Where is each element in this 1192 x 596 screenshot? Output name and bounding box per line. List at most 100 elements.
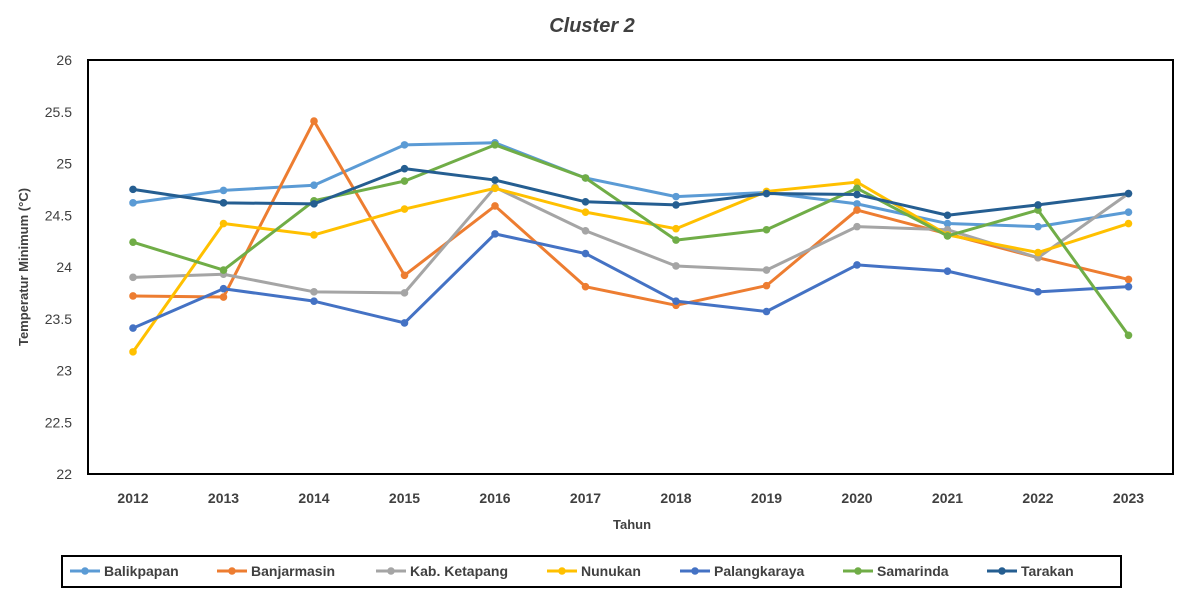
data-point — [310, 231, 318, 239]
legend-swatch-marker — [691, 567, 699, 575]
legend-item: Banjarmasin — [217, 563, 335, 579]
data-point — [1124, 275, 1133, 284]
data-point — [1124, 208, 1133, 216]
data-point — [1034, 222, 1042, 231]
data-point — [581, 197, 590, 206]
data-point — [219, 284, 228, 293]
y-axis-ticks: 22 22.5 23 23.5 24 24.5 25 25.5 26 — [45, 52, 72, 482]
data-point — [853, 222, 861, 231]
legend-label: Tarakan — [1021, 563, 1074, 579]
x-tick-label: 2020 — [841, 490, 872, 506]
data-point — [1124, 282, 1133, 291]
data-point — [219, 186, 228, 195]
series-line — [132, 167, 1129, 217]
series-lines — [129, 117, 1133, 356]
legend-swatch-marker — [228, 567, 236, 575]
y-tick-label: 23.5 — [45, 311, 72, 327]
x-tick-label: 2017 — [570, 490, 601, 506]
legend-item: Balikpapan — [70, 563, 179, 579]
data-point — [491, 202, 499, 210]
data-point — [219, 266, 228, 274]
data-point — [129, 238, 137, 246]
legend-item: Samarinda — [843, 563, 949, 579]
data-point — [219, 199, 228, 207]
data-point — [762, 189, 771, 198]
legend-swatch-marker — [387, 567, 395, 575]
data-point — [853, 206, 861, 214]
legend-swatch-marker — [81, 567, 89, 575]
y-tick-label: 26 — [56, 52, 72, 68]
data-point — [762, 281, 771, 290]
series-palangkaraya — [129, 230, 1133, 332]
x-tick-label: 2016 — [479, 490, 510, 506]
data-point — [310, 297, 318, 305]
data-point — [581, 208, 590, 216]
legend-label: Nunukan — [581, 563, 641, 579]
data-point — [219, 293, 228, 301]
data-point — [129, 199, 137, 207]
x-tick-label: 2012 — [117, 490, 148, 506]
plot-area — [87, 59, 1174, 475]
x-tick-label: 2022 — [1022, 490, 1053, 506]
data-point — [310, 117, 318, 125]
legend-swatch-marker — [998, 567, 1006, 575]
data-point — [672, 192, 680, 201]
x-axis-ticks: 2012 2013 2014 2015 2016 2017 2018 2019 2020 2021… — [117, 490, 1144, 506]
data-point — [581, 174, 590, 182]
data-point — [491, 230, 499, 238]
legend-item: Palangkaraya — [680, 563, 804, 579]
x-tick-label: 2014 — [298, 490, 329, 506]
data-point — [400, 177, 409, 185]
x-tick-label: 2019 — [751, 490, 782, 506]
data-point — [672, 224, 680, 233]
series-line — [132, 185, 1130, 295]
legend-label: Kab. Ketapang — [410, 563, 508, 579]
data-point — [581, 282, 590, 291]
x-tick-label: 2015 — [389, 490, 420, 506]
data-point — [943, 211, 952, 220]
x-tick-label: 2018 — [660, 490, 691, 506]
data-point — [400, 164, 409, 173]
data-point — [310, 181, 318, 190]
data-point — [400, 141, 409, 149]
data-point — [853, 200, 861, 208]
legend: Balikpapan Banjarmasin Kab. Ketapang Nunuka… — [70, 563, 1074, 579]
data-point — [219, 219, 228, 228]
data-point — [943, 267, 952, 275]
x-axis-label: Tahun — [613, 517, 651, 532]
data-point — [762, 266, 771, 274]
data-point — [491, 141, 499, 149]
data-point — [400, 319, 409, 327]
legend-label: Samarinda — [877, 563, 949, 579]
data-point — [1034, 201, 1042, 209]
y-tick-label: 24 — [56, 259, 72, 275]
legend-item: Kab. Ketapang — [376, 563, 508, 579]
data-point — [853, 190, 861, 199]
data-point — [581, 226, 590, 235]
legend-swatch-marker — [854, 567, 862, 575]
legend-box — [61, 555, 1122, 588]
y-tick-label: 22 — [56, 466, 72, 482]
legend-swatch-marker — [558, 567, 566, 575]
series-line — [132, 141, 1129, 229]
data-point — [129, 292, 137, 300]
y-tick-label: 25.5 — [45, 104, 72, 120]
legend-label: Balikpapan — [104, 563, 179, 579]
data-point — [943, 219, 952, 228]
x-tick-label: 2021 — [932, 490, 963, 506]
data-point — [129, 348, 137, 356]
y-tick-label: 25 — [56, 156, 72, 172]
data-point — [853, 184, 861, 193]
data-point — [1034, 248, 1042, 257]
y-tick-label: 23 — [56, 363, 72, 379]
data-point — [762, 307, 771, 316]
data-point — [1124, 219, 1133, 228]
series-line — [132, 232, 1129, 330]
data-point — [491, 176, 499, 184]
data-point — [853, 178, 861, 186]
series-tarakan — [129, 164, 1133, 220]
data-point — [129, 324, 137, 332]
series-line — [131, 180, 1129, 353]
data-point — [672, 201, 680, 209]
